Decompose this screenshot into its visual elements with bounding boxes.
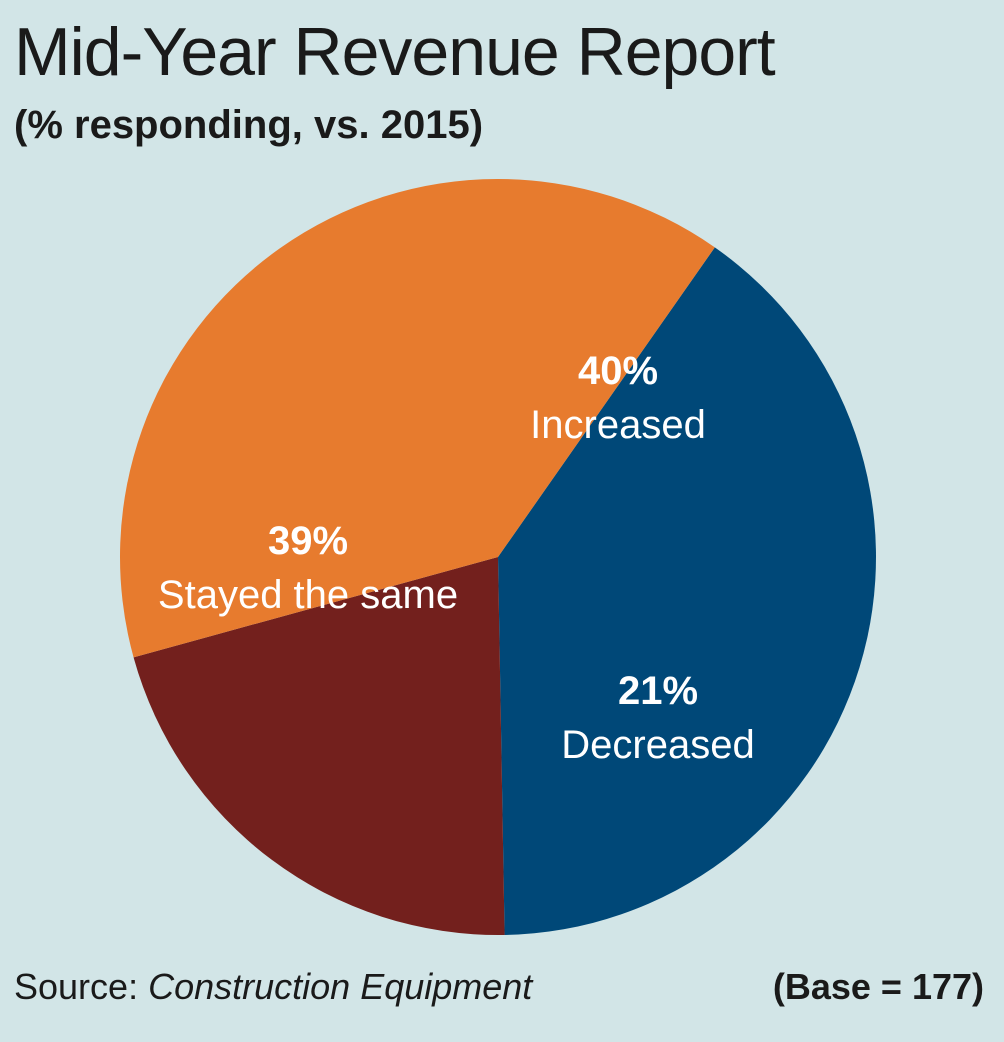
pie-labels: 40% Increased 21% Decreased 39% Stayed the sa… (158, 349, 755, 767)
pie-slices (119, 178, 876, 935)
slice-category-label: Stayed the same (158, 573, 458, 617)
slice-category-label: Decreased (561, 723, 754, 767)
pie-slice-stayed-the-same (119, 178, 715, 658)
pie-slice-increased (498, 247, 876, 935)
chart-subtitle: (% responding, vs. 2015) (14, 103, 484, 147)
base-count: (Base = 177) (772, 966, 984, 1007)
pie-slice-decreased (133, 557, 505, 935)
source-note: Source: Construction Equipment (14, 962, 532, 1012)
slice-percent-label: 39% (268, 519, 348, 563)
slice-percent-label: 40% (578, 349, 658, 393)
slice-category-label: Increased (530, 403, 706, 447)
source-name: Construction Equipment (148, 966, 533, 1007)
source-prefix: Source: (14, 966, 139, 1007)
slice-percent-label: 21% (618, 669, 698, 713)
chart-title: Mid-Year Revenue Report (14, 14, 776, 90)
